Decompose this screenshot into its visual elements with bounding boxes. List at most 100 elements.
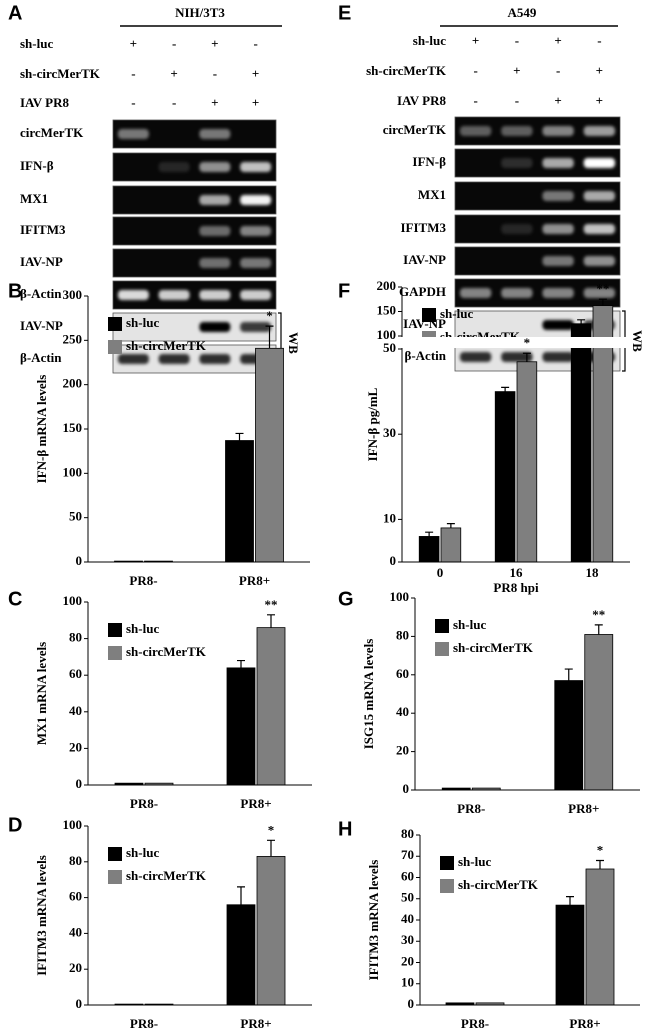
y-tick-label: 40 bbox=[401, 911, 414, 926]
y-tick-label: 100 bbox=[63, 593, 83, 608]
condition-sign: - bbox=[556, 63, 560, 78]
error-bar bbox=[596, 859, 604, 869]
band bbox=[158, 289, 190, 301]
legend-swatch bbox=[108, 870, 122, 884]
band bbox=[117, 128, 149, 140]
band bbox=[583, 223, 616, 235]
y-axis-label: MX1 mRNA levels bbox=[34, 642, 49, 745]
row-label: β-Actin bbox=[20, 286, 62, 301]
condition-sign: + bbox=[252, 66, 259, 81]
wb-label: WB bbox=[286, 332, 301, 354]
band bbox=[240, 321, 272, 333]
y-tick-label: 80 bbox=[401, 826, 414, 841]
legend-swatch bbox=[108, 623, 122, 637]
error-bar bbox=[501, 386, 510, 392]
panel-letter: A bbox=[8, 2, 22, 24]
legend-label: sh-luc bbox=[453, 617, 486, 632]
y-tick-label: 40 bbox=[396, 704, 409, 719]
x-tick-label: PR8+ bbox=[240, 796, 271, 811]
row-label: MX1 bbox=[20, 191, 48, 206]
bar bbox=[226, 904, 256, 1006]
band bbox=[199, 194, 231, 206]
condition-sign: + bbox=[596, 93, 603, 108]
band bbox=[501, 125, 533, 137]
x-axis-label: PR8 hpi bbox=[493, 580, 539, 595]
band bbox=[199, 128, 231, 140]
condition-sign: - bbox=[473, 63, 477, 78]
y-tick-label: 60 bbox=[69, 666, 82, 681]
y-tick-label: 100 bbox=[63, 464, 83, 479]
y-tick-label: 10 bbox=[383, 510, 396, 525]
error-bar bbox=[446, 523, 455, 528]
y-tick-label: 80 bbox=[69, 853, 82, 868]
row-label: circMerTK bbox=[383, 122, 447, 137]
band bbox=[583, 157, 616, 169]
band bbox=[199, 353, 231, 365]
panel-letter: F bbox=[338, 280, 350, 302]
condition-sign: + bbox=[211, 36, 218, 51]
legend-label: sh-luc bbox=[126, 845, 159, 860]
y-tick-label: 150 bbox=[63, 420, 83, 435]
error-bar bbox=[235, 432, 244, 441]
error-bar bbox=[598, 298, 607, 306]
error-bar bbox=[594, 624, 603, 635]
y-tick-label: 10 bbox=[401, 975, 414, 990]
band bbox=[542, 287, 574, 299]
condition-sign: - bbox=[473, 93, 477, 108]
error-bar bbox=[566, 896, 574, 906]
bar bbox=[570, 323, 592, 563]
legend-swatch bbox=[440, 879, 454, 893]
legend-label: sh-circMerTK bbox=[126, 868, 207, 883]
condition-sign: + bbox=[513, 63, 520, 78]
legend-swatch bbox=[108, 317, 122, 331]
y-tick-label: 20 bbox=[69, 739, 82, 754]
row-label: IFN-β bbox=[20, 158, 54, 173]
condition-sign: + bbox=[211, 95, 218, 110]
legend-label: sh-luc bbox=[458, 854, 491, 869]
error-bar bbox=[237, 886, 245, 905]
bar bbox=[554, 680, 584, 791]
significance-mark: * bbox=[268, 822, 275, 837]
condition-sign: + bbox=[252, 95, 259, 110]
panel-letter: G bbox=[338, 588, 354, 610]
y-axis-label: IFN-β pg/mL bbox=[365, 387, 380, 461]
bar bbox=[418, 536, 440, 563]
error-bar bbox=[522, 352, 531, 362]
band bbox=[199, 321, 231, 333]
bar bbox=[584, 634, 614, 791]
condition-sign: + bbox=[130, 36, 137, 51]
legend-label: sh-circMerTK bbox=[458, 877, 539, 892]
y-tick-label: 80 bbox=[69, 630, 82, 645]
bar bbox=[516, 361, 538, 563]
bar bbox=[225, 440, 254, 563]
panel-letter: H bbox=[338, 818, 352, 840]
y-tick-label: 0 bbox=[76, 996, 83, 1011]
panel-letter: D bbox=[8, 814, 22, 836]
y-tick-label: 100 bbox=[377, 327, 397, 342]
band bbox=[542, 223, 574, 235]
y-axis-label: IFITM3 mRNA levels bbox=[34, 855, 49, 976]
cell-line: A549 bbox=[508, 5, 537, 20]
legend-swatch bbox=[435, 619, 449, 633]
band bbox=[542, 125, 574, 137]
bar bbox=[555, 904, 585, 1006]
y-tick-label: 0 bbox=[408, 996, 415, 1011]
x-tick-label: PR8+ bbox=[568, 801, 599, 816]
bar bbox=[440, 527, 462, 563]
band bbox=[199, 289, 231, 301]
band bbox=[583, 287, 616, 299]
gel bbox=[112, 119, 277, 149]
condition-sign: + bbox=[596, 63, 603, 78]
row-label: IFN-β bbox=[412, 154, 446, 169]
condition-sign: + bbox=[170, 66, 177, 81]
band bbox=[158, 161, 190, 173]
band bbox=[501, 223, 533, 235]
band bbox=[501, 351, 533, 363]
row-label: circMerTK bbox=[20, 125, 84, 140]
legend-swatch bbox=[422, 308, 436, 322]
y-tick-label: 0 bbox=[76, 553, 83, 568]
y-tick-label: 20 bbox=[69, 960, 82, 975]
error-bar bbox=[237, 659, 245, 668]
y-axis-label: IFITM3 mRNA levels bbox=[366, 860, 381, 981]
band bbox=[158, 353, 190, 365]
